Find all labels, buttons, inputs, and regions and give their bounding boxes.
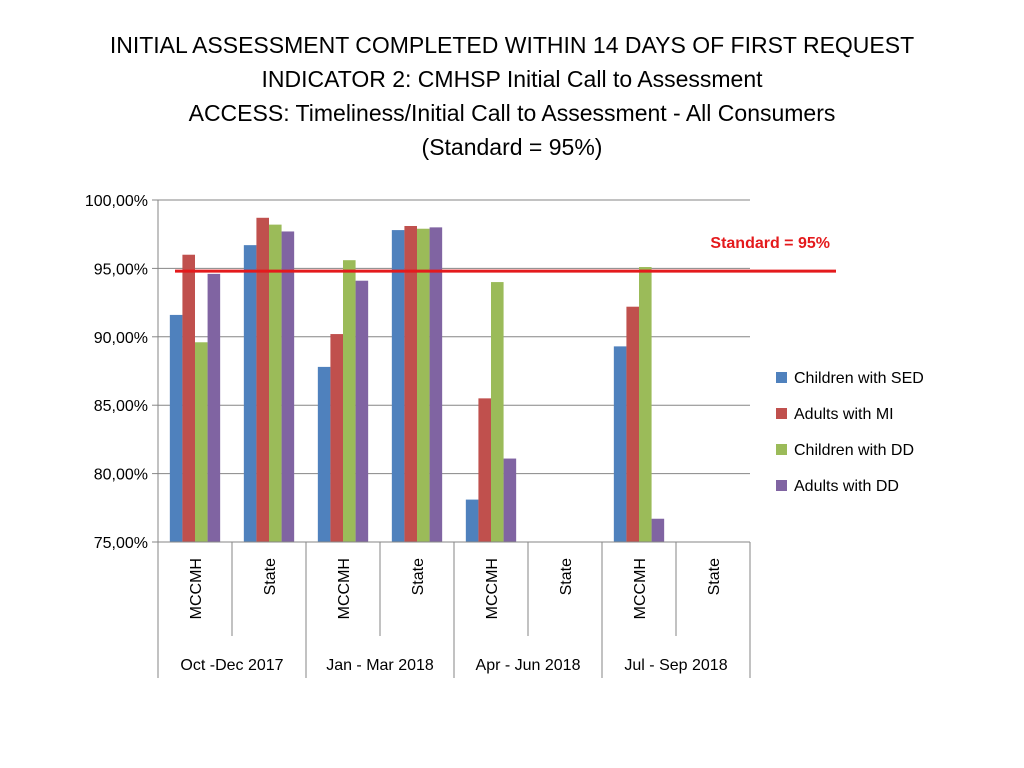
legend: Children with SED Adults with MI Children … (776, 370, 924, 495)
bar (639, 267, 652, 542)
bar (317, 366, 331, 542)
y-tick-label: 80,00% (94, 467, 148, 484)
y-tick-label: 85,00% (94, 398, 148, 415)
bar (243, 245, 257, 543)
x-category-label: State (262, 558, 279, 595)
legend-label: Adults with MI (794, 406, 894, 423)
y-tick-label: 100,00% (85, 193, 148, 210)
bar (417, 228, 430, 542)
bar (429, 227, 443, 543)
standard-line-group: Standard = 95% (175, 235, 836, 273)
legend-swatch (776, 372, 787, 383)
bars (169, 217, 665, 543)
category-axis: MCCMH State MCCMH State MCCMH State MCCMH State… (157, 541, 751, 678)
bar (478, 398, 491, 542)
x-group-label: Apr - Jun 2018 (476, 657, 581, 674)
x-group-label: Oct -Dec 2017 (180, 657, 283, 674)
title-line-3: ACCESS: Timeliness/Initial Call to Asses… (188, 100, 836, 126)
bar (391, 230, 405, 542)
title-line-2: INDICATOR 2: CMHSP Initial Call to Asses… (261, 66, 763, 92)
x-group-label: Jan - Mar 2018 (326, 657, 434, 674)
y-tick-label: 75,00% (94, 535, 148, 552)
bar (626, 306, 639, 542)
axes: 75,00% 80,00% 85,00% 90,00% 95,00% 100,00% (85, 193, 159, 552)
bar (330, 334, 343, 542)
bar (207, 273, 221, 542)
bar (355, 280, 369, 542)
standard-label: Standard = 95% (710, 235, 830, 252)
bar (465, 499, 479, 542)
legend-swatch (776, 408, 787, 419)
bar (491, 282, 504, 542)
y-tick-label: 95,00% (94, 261, 148, 278)
bar (269, 224, 282, 542)
legend-label: Children with SED (794, 370, 924, 387)
x-category-label: State (558, 558, 575, 595)
title-line-1: INITIAL ASSESSMENT COMPLETED WITHIN 14 D… (109, 32, 915, 58)
x-group-label: Jul - Sep 2018 (624, 657, 727, 674)
bar (404, 225, 417, 542)
x-category-label: MCCMH (632, 558, 649, 619)
legend-label: Children with DD (794, 442, 914, 459)
bar (503, 458, 517, 542)
bar (613, 346, 627, 542)
x-category-label: MCCMH (484, 558, 501, 619)
y-tick-label: 90,00% (94, 330, 148, 347)
x-category-label: MCCMH (188, 558, 205, 619)
title-line-4: (Standard = 95%) (421, 134, 603, 160)
legend-swatch (776, 444, 787, 455)
x-category-label: State (706, 558, 723, 595)
legend-label: Adults with DD (794, 478, 899, 495)
chart-title: INITIAL ASSESSMENT COMPLETED WITHIN 14 D… (0, 28, 1024, 164)
x-category-label: State (410, 558, 427, 595)
bar (343, 260, 356, 542)
bar (169, 314, 183, 542)
bar (195, 342, 208, 542)
bar (182, 254, 195, 542)
x-category-label: MCCMH (336, 558, 353, 619)
bar (281, 231, 295, 543)
bar (256, 217, 269, 542)
bar (651, 518, 665, 542)
legend-swatch (776, 480, 787, 491)
